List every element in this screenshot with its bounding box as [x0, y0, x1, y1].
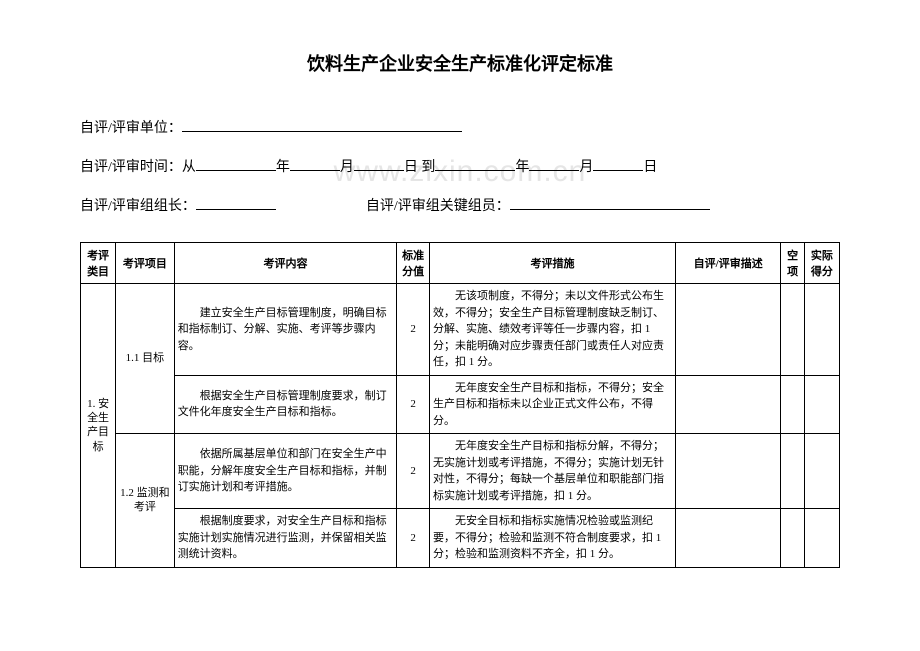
th-desc: 自评/评审描述: [675, 243, 780, 284]
cell-actual: [804, 509, 839, 568]
th-measure: 考评措施: [430, 243, 676, 284]
year-1: 年: [276, 150, 290, 185]
year-2: 年: [515, 150, 529, 185]
month-2: 月: [579, 150, 593, 185]
evaluation-table: 考评类目 考评项目 考评内容 标准分值 考评措施 自评/评审描述 空项 实际得分…: [80, 242, 840, 568]
cell-item-11: 1.1 目标: [116, 284, 175, 434]
document-content: 饮料生产企业安全生产标准化评定标准 自评/评审单位： 自评/评审时间：从 年 月…: [80, 50, 840, 568]
cell-blank: [781, 284, 804, 376]
cell-blank: [781, 434, 804, 509]
cell-score: 2: [397, 375, 430, 434]
table-row: 1. 安全生产目标 1.1 目标 建立安全生产目标管理制度，明确目标和指标制订、…: [81, 284, 840, 376]
to-month-blank: [529, 155, 579, 171]
table-row: 1.2 监测和考评 依据所属基层单位和部门在安全生产中职能，分解年度安全生产目标…: [81, 434, 840, 509]
cell-score: 2: [397, 434, 430, 509]
cell-content: 依据所属基层单位和部门在安全生产中职能，分解年度安全生产目标和指标，并制订实施计…: [174, 434, 397, 509]
table-row: 根据安全生产目标管理制度要求，制订文件化年度安全生产目标和指标。 2 无年度安全…: [81, 375, 840, 434]
th-item: 考评项目: [116, 243, 175, 284]
cell-blank: [781, 509, 804, 568]
cell-category: 1. 安全生产目标: [81, 284, 116, 568]
cell-desc: [675, 509, 780, 568]
from-year-blank: [196, 155, 276, 171]
unit-label: 自评/评审单位：: [80, 111, 182, 146]
leader-blank: [196, 194, 276, 210]
th-blank: 空项: [781, 243, 804, 284]
from-month-blank: [290, 155, 340, 171]
page-title: 饮料生产企业安全生产标准化评定标准: [80, 50, 840, 76]
cell-content: 根据制度要求，对安全生产目标和指标实施计划实施情况进行监测，并保留相关监测统计资…: [174, 509, 397, 568]
th-category: 考评类目: [81, 243, 116, 284]
form-section: 自评/评审单位： 自评/评审时间：从 年 月 日 到 年 月 日 自评/评审组组…: [80, 111, 840, 224]
from-day-blank: [354, 155, 404, 171]
day-2: 日: [643, 150, 657, 185]
member-label: 自评/评审组关键组员：: [366, 189, 510, 224]
cell-score: 2: [397, 509, 430, 568]
month-1: 月: [340, 150, 354, 185]
cell-content: 根据安全生产目标管理制度要求，制订文件化年度安全生产目标和指标。: [174, 375, 397, 434]
cell-desc: [675, 284, 780, 376]
to-day-blank: [593, 155, 643, 171]
cell-measure: 无安全目标和指标实施情况检验或监测纪要，不得分；检验和监测不符合制度要求，扣 1…: [430, 509, 676, 568]
time-label: 自评/评审时间：从: [80, 150, 196, 185]
cell-score: 2: [397, 284, 430, 376]
form-row-leader: 自评/评审组组长： 自评/评审组关键组员：: [80, 189, 840, 224]
cell-actual: [804, 434, 839, 509]
leader-label: 自评/评审组组长：: [80, 189, 196, 224]
th-score: 标准分值: [397, 243, 430, 284]
cell-actual: [804, 375, 839, 434]
cell-desc: [675, 434, 780, 509]
to-year-blank: [435, 155, 515, 171]
cell-desc: [675, 375, 780, 434]
to-label: 到: [421, 150, 435, 185]
cell-measure: 无年度安全生产目标和指标，不得分；安全生产目标和指标未以企业正式文件公布，不得分…: [430, 375, 676, 434]
cell-content: 建立安全生产目标管理制度，明确目标和指标制订、分解、实施、考评等步骤内容。: [174, 284, 397, 376]
cell-item-12: 1.2 监测和考评: [116, 434, 175, 568]
cell-actual: [804, 284, 839, 376]
th-actual: 实际得分: [804, 243, 839, 284]
cell-blank: [781, 375, 804, 434]
form-row-unit: 自评/评审单位：: [80, 111, 840, 146]
cell-measure: 无该项制度，不得分；未以文件形式公布生效，不得分；安全生产目标管理制度缺乏制订、…: [430, 284, 676, 376]
th-content: 考评内容: [174, 243, 397, 284]
member-blank: [510, 194, 710, 210]
unit-blank: [182, 116, 462, 132]
day-1: 日: [404, 150, 418, 185]
table-header-row: 考评类目 考评项目 考评内容 标准分值 考评措施 自评/评审描述 空项 实际得分: [81, 243, 840, 284]
table-row: 根据制度要求，对安全生产目标和指标实施计划实施情况进行监测，并保留相关监测统计资…: [81, 509, 840, 568]
cell-measure: 无年度安全生产目标和指标分解，不得分；无实施计划或考评措施，不得分；实施计划无针…: [430, 434, 676, 509]
form-row-time: 自评/评审时间：从 年 月 日 到 年 月 日: [80, 150, 840, 185]
